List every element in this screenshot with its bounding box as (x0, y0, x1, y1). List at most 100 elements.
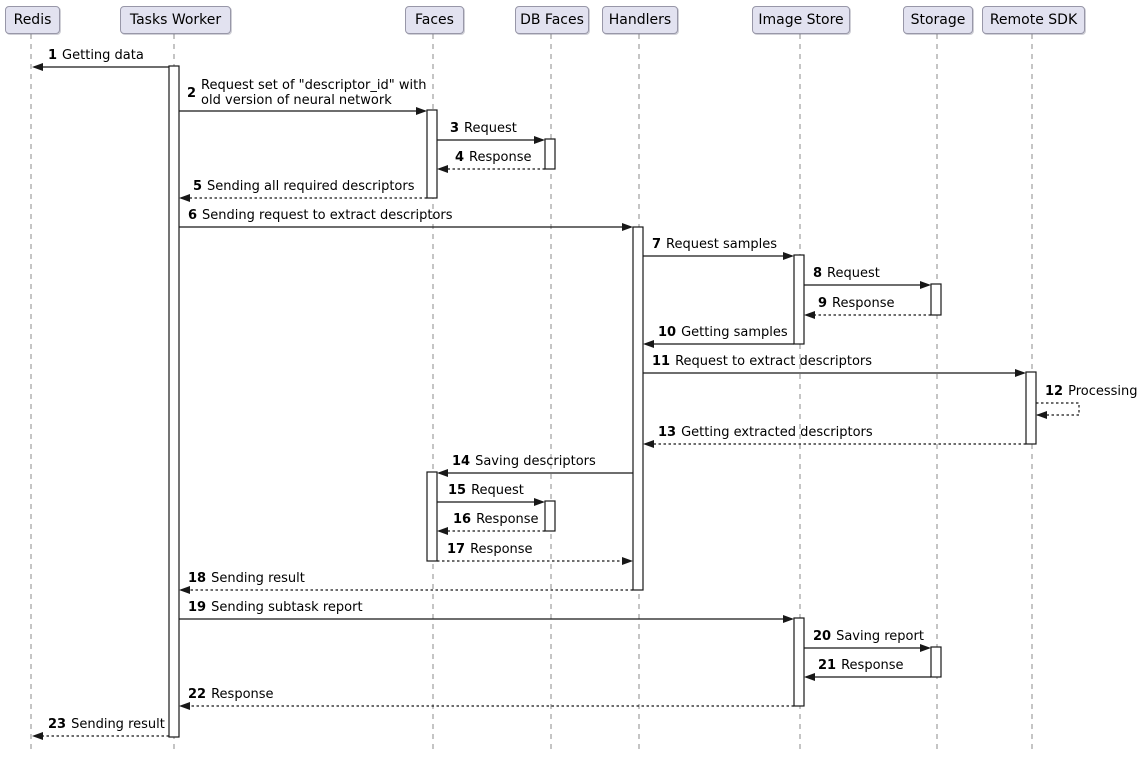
message-label: 19 Sending subtask report (188, 601, 363, 615)
activation-bar (544, 138, 556, 170)
message-number: 7 (652, 237, 662, 252)
message-number: 17 (447, 542, 466, 557)
message-label: 6 Sending request to extract descriptors (188, 209, 453, 223)
participant-label: DB Faces (520, 12, 584, 28)
message-text: Saving report (836, 629, 924, 644)
message-label: 11 Request to extract descriptors (652, 355, 872, 369)
message-text: Processing (1068, 384, 1138, 399)
activation-bar (1025, 371, 1037, 445)
arrowhead-icon (179, 194, 190, 202)
message-label: 23 Sending result (48, 718, 165, 732)
message-label: 13 Getting extracted descriptors (658, 426, 873, 440)
message-number: 22 (188, 687, 207, 702)
participant-storage: Storage (903, 6, 973, 34)
message-label: 18 Sending result (188, 572, 305, 586)
message-label: 10 Getting samples (658, 326, 788, 340)
message-number: 8 (813, 266, 823, 281)
message-text: Getting data (62, 48, 144, 63)
arrowhead-icon (920, 644, 931, 652)
message-number: 20 (813, 629, 832, 644)
participant-label: Remote SDK (989, 12, 1078, 28)
activation-bar (930, 646, 942, 678)
message-number: 6 (188, 208, 198, 223)
message-text: Response (469, 150, 532, 165)
message-text-line: old version of neural network (201, 93, 392, 108)
activation-bar (426, 109, 438, 199)
arrowhead-icon (804, 311, 815, 319)
activation-bar (544, 500, 556, 532)
arrowhead-icon (437, 165, 448, 173)
arrowhead-icon (622, 223, 633, 231)
message-label: 7 Request samples (652, 238, 777, 252)
message-number: 23 (48, 717, 67, 732)
participant-label: Redis (13, 12, 52, 28)
message-text: Request samples (666, 237, 778, 252)
arrowhead-icon (534, 498, 545, 506)
arrowhead-icon (179, 586, 190, 594)
activation-bar (632, 226, 644, 591)
self-message-line (1036, 402, 1080, 416)
participant-redis: Redis (5, 6, 60, 34)
arrowhead-icon (32, 63, 43, 71)
arrowhead-icon (783, 615, 794, 623)
message-number: 5 (193, 179, 203, 194)
arrowhead-icon (1036, 411, 1047, 419)
message-text: Response (476, 512, 539, 527)
activation-bar (793, 254, 805, 345)
message-label: 12 Processing (1045, 385, 1138, 399)
message-text: Saving descriptors (475, 454, 596, 469)
message-text: Request (827, 266, 880, 281)
message-text: Response (832, 296, 895, 311)
message-label: 15 Request (448, 484, 524, 498)
arrowhead-icon (32, 732, 43, 740)
arrowhead-icon (643, 440, 654, 448)
message-label: 14 Saving descriptors (452, 455, 596, 469)
message-number: 1 (48, 48, 58, 63)
arrowhead-icon (534, 136, 545, 144)
arrowhead-icon (643, 340, 654, 348)
participant-remote-sdk: Remote SDK (982, 6, 1085, 34)
activation-bar (930, 283, 942, 316)
message-text: Sending all required descriptors (207, 179, 415, 194)
arrowhead-icon (1015, 369, 1026, 377)
arrowhead-icon (920, 281, 931, 289)
participant-label: Storage (910, 12, 966, 28)
activation-bar (426, 471, 438, 562)
message-text: Request (471, 483, 524, 498)
message-number: 3 (450, 121, 460, 136)
message-number: 14 (452, 454, 471, 469)
message-text: Response (841, 658, 904, 673)
message-text: Sending result (211, 571, 305, 586)
message-text: Response (470, 542, 533, 557)
message-label: 20 Saving report (813, 630, 924, 644)
message-number: 11 (652, 354, 671, 369)
message-text: Response (211, 687, 274, 702)
arrowhead-icon (437, 527, 448, 535)
arrowhead-icon (804, 673, 815, 681)
message-text: Sending subtask report (211, 600, 363, 615)
message-text: Request (464, 121, 517, 136)
message-number: 9 (818, 296, 828, 311)
participant-image-store: Image Store (752, 6, 850, 34)
message-label: 4 Response (455, 151, 531, 165)
message-text: Sending request to extract descriptors (202, 208, 453, 223)
arrowhead-icon (179, 702, 190, 710)
activation-bar (168, 65, 180, 738)
participant-db-faces: DB Faces (515, 6, 589, 34)
message-text-line: Request set of "descriptor_id" with (201, 78, 427, 93)
arrowhead-icon (783, 252, 794, 260)
message-label: 1 Getting data (48, 49, 144, 63)
participant-label: Faces (415, 12, 454, 28)
message-label: 22 Response (188, 688, 274, 702)
message-text: Getting samples (681, 325, 788, 340)
message-number: 12 (1045, 384, 1064, 399)
message-text: Request to extract descriptors (675, 354, 873, 369)
participant-label: Image Store (758, 12, 844, 28)
message-number: 15 (448, 483, 467, 498)
message-text: Sending result (71, 717, 165, 732)
message-label: 17 Response (447, 543, 533, 557)
message-label: 16 Response (453, 513, 539, 527)
activation-bar (793, 617, 805, 707)
